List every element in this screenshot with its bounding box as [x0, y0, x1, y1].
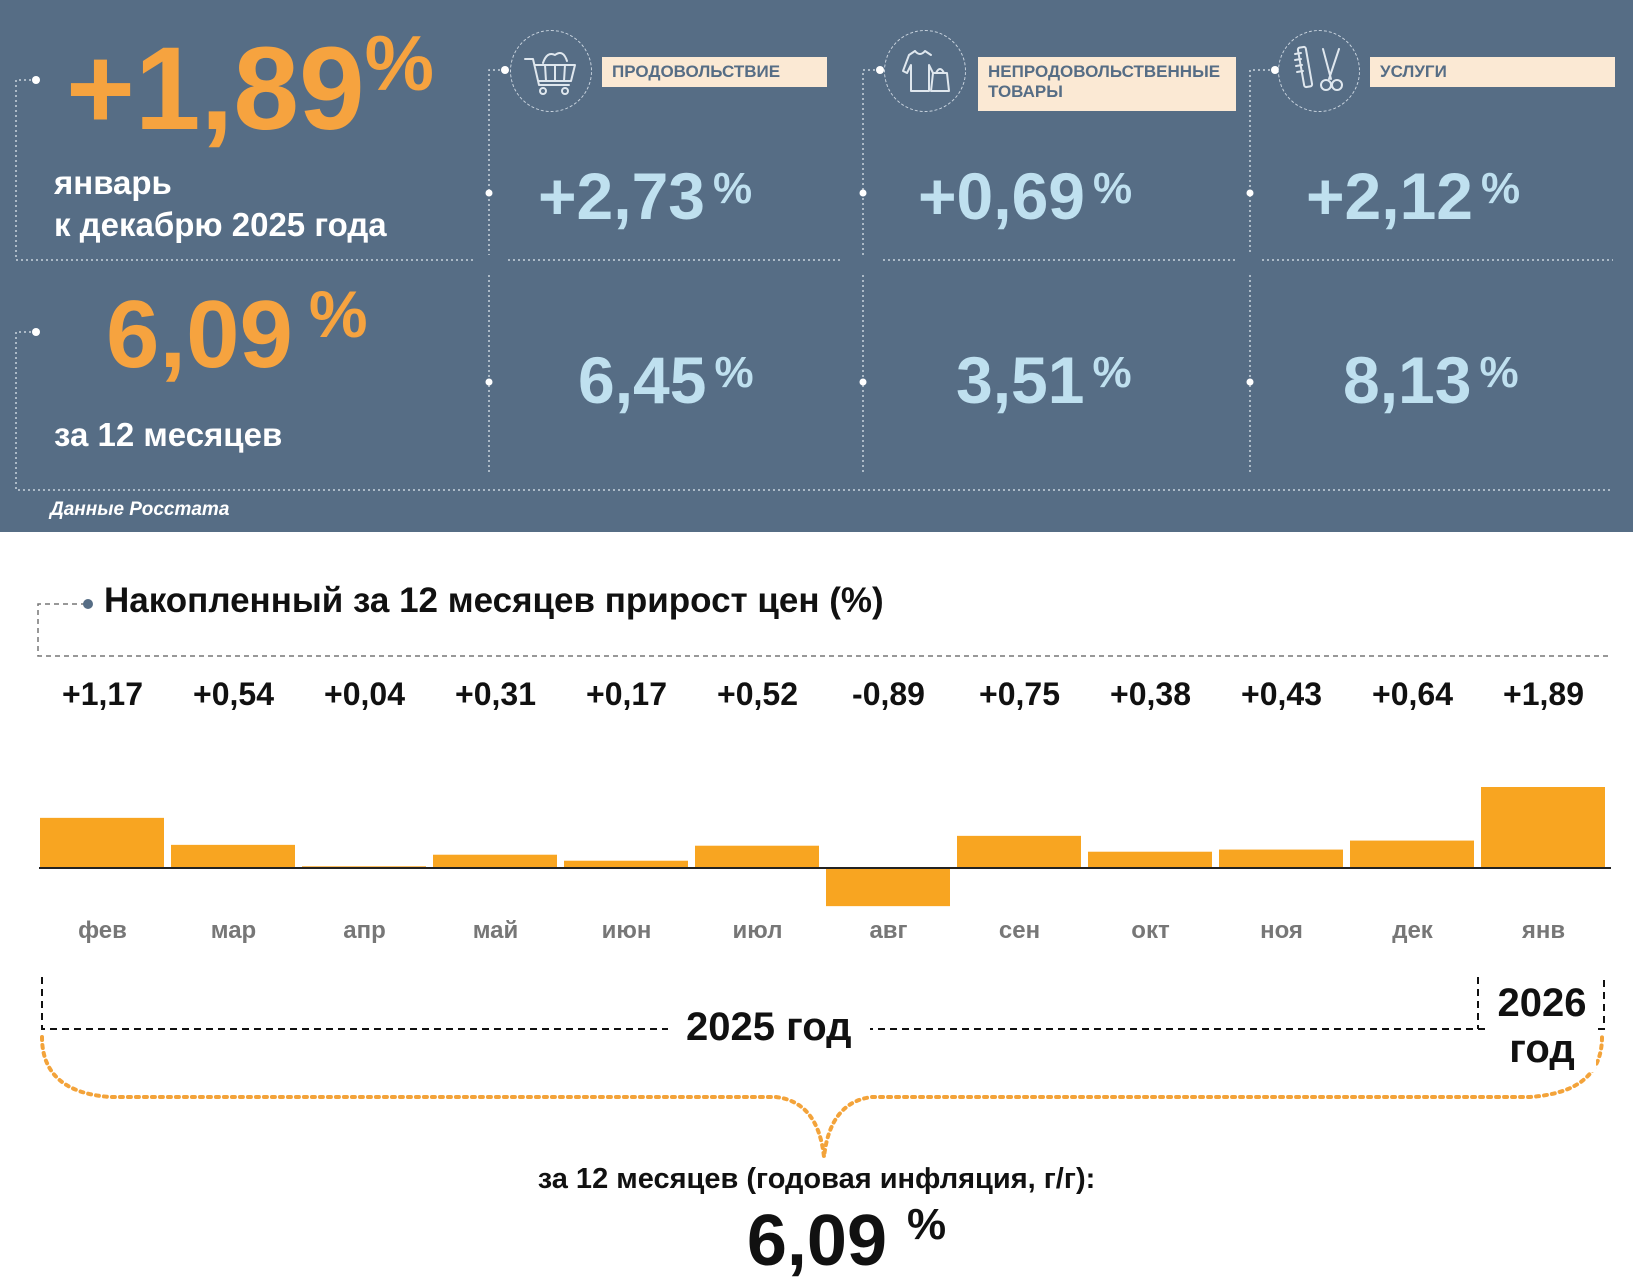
bar-value-label: +1,89 [1503, 676, 1584, 712]
nonfood-month-unit: % [1093, 164, 1133, 213]
services-month-unit: % [1481, 164, 1521, 213]
bar-value-label: -0,89 [852, 676, 925, 712]
services-annual-number: 8,13 [1343, 343, 1472, 417]
chart-title: Накопленный за 12 месяцев прирост цен (%… [104, 581, 884, 620]
panel-dotted-frame [15, 66, 1613, 491]
month-label: мар [210, 917, 257, 944]
annual-inflation-label: за 12 месяцев [54, 416, 283, 453]
summary-panel: +1,89% январь к декабрю 2025 года 6,09% … [0, 0, 1633, 532]
food-month-value: +2,73% [538, 163, 752, 229]
bar-value-label: +0,04 [324, 676, 405, 712]
monthly-change-label-line2: к декабрю 2025 года [54, 206, 387, 243]
bar-value-label: +0,38 [1110, 676, 1191, 712]
year-2026-line1: 2026 [1497, 981, 1587, 1025]
bar-value-label: +1,17 [62, 676, 143, 712]
bar-окт [1088, 851, 1212, 868]
monthly-change-label-line1: январь [54, 164, 172, 201]
footer-value-number: 6,09 [746, 1201, 887, 1281]
month-label: янв [1521, 917, 1566, 944]
bar-дек [1350, 840, 1474, 868]
bar-янв [1481, 787, 1605, 868]
bar-chart [39, 787, 1611, 907]
category-label-services: УСЛУГИ [1370, 57, 1615, 87]
bar-value-label: +0,17 [586, 676, 667, 712]
bar-мар [171, 844, 295, 868]
nonfood-annual-number: 3,51 [956, 343, 1085, 417]
month-label: фев [78, 917, 127, 944]
food-month-unit: % [713, 164, 753, 213]
bar-авг [826, 868, 950, 907]
month-label: апр [343, 917, 386, 944]
bar-июн [564, 860, 688, 868]
bar-май [433, 854, 557, 868]
category-label-food: ПРОДОВОЛЬСТВИЕ [602, 57, 827, 87]
year-brace [40, 1035, 1604, 1158]
category-label-nonfood: НЕПРОДОВОЛЬСТВЕННЫЕ ТОВАРЫ [978, 57, 1236, 111]
nonfood-month-value: +0,69% [918, 163, 1132, 229]
food-month-number: +2,73 [538, 159, 705, 233]
source-note: Данные Росстата [50, 499, 230, 520]
bar-value-label: +0,43 [1241, 676, 1322, 712]
year-2026-label: 2026 год [1488, 980, 1596, 1072]
services-annual-value: 8,13% [1343, 347, 1519, 413]
food-annual-value: 6,45% [578, 347, 754, 413]
shopping-cart-icon [510, 30, 592, 112]
bar-value-label: +0,64 [1372, 676, 1453, 712]
year-2026-line2: год [1488, 1026, 1596, 1072]
month-label: май [472, 917, 519, 944]
annual-inflation-unit: % [308, 277, 368, 351]
bar-ноя [1219, 849, 1343, 868]
monthly-change-label: январь к декабрю 2025 года [54, 162, 387, 246]
footer-label: за 12 месяцев (годовая инфляция, г/г): [537, 1163, 1096, 1195]
month-label: июл [732, 917, 783, 944]
bar-value-label: +0,52 [717, 676, 798, 712]
monthly-change-unit: % [364, 19, 434, 107]
year-2025-label: 2025 год [668, 1005, 870, 1050]
footer-value-unit: % [907, 1200, 947, 1249]
bar-value-label: +0,31 [455, 676, 536, 712]
nonfood-month-number: +0,69 [918, 159, 1085, 233]
services-month-number: +2,12 [1306, 159, 1473, 233]
food-annual-unit: % [714, 348, 754, 397]
bar-value-label: +0,54 [193, 676, 274, 712]
month-label: дек [1392, 917, 1433, 944]
comb-scissors-icon [1278, 30, 1360, 112]
services-month-value: +2,12% [1306, 163, 1520, 229]
bar-фев [40, 817, 164, 868]
clothing-bag-icon [884, 30, 966, 112]
month-label: сен [998, 917, 1041, 944]
footer-value: 6,09% [0, 1200, 1633, 1282]
month-label: авг [869, 917, 908, 944]
month-label: ноя [1260, 917, 1303, 944]
nonfood-annual-unit: % [1092, 348, 1132, 397]
month-label: июн [601, 917, 652, 944]
monthly-change-value: +1,89% [66, 19, 434, 155]
bar-июл [695, 845, 819, 868]
annual-inflation-value: 6,09% [106, 277, 368, 388]
chart-decorations [37, 599, 1608, 1158]
bar-value-label: +0,75 [979, 676, 1060, 712]
services-annual-unit: % [1479, 348, 1519, 397]
nonfood-annual-value: 3,51% [956, 347, 1132, 413]
bar-сен [957, 835, 1081, 868]
month-label: окт [1131, 917, 1170, 944]
food-annual-number: 6,45 [578, 343, 707, 417]
